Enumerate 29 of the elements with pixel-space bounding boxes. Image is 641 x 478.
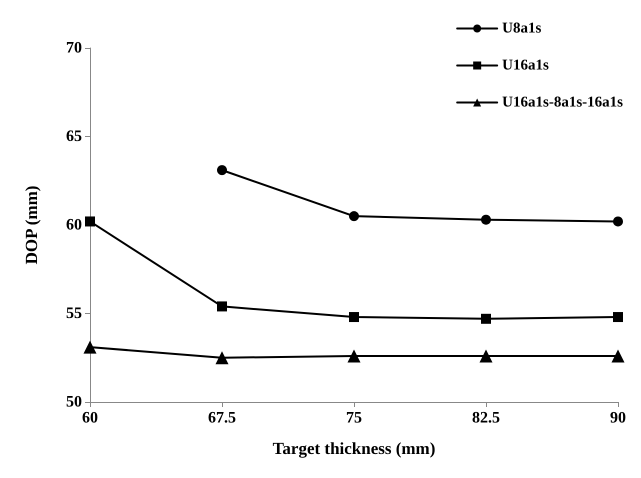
- point: [613, 216, 623, 226]
- point: [481, 314, 491, 324]
- point: [349, 211, 359, 222]
- point: [480, 349, 492, 362]
- point: [85, 216, 95, 226]
- y-tick-label: 50: [66, 394, 82, 410]
- x-axis-title: Target thickness (mm): [272, 439, 436, 458]
- x-tick-label: 60: [82, 410, 98, 426]
- point: [613, 312, 623, 322]
- x-tick-label: 75: [346, 410, 362, 426]
- point: [612, 349, 624, 362]
- legend-label: U16a1s-8a1s-16a1s: [502, 94, 624, 110]
- y-tick-label: 70: [66, 40, 82, 56]
- point: [349, 312, 359, 322]
- legend-label: U8a1s: [502, 20, 542, 36]
- y-tick-label: 60: [66, 216, 82, 234]
- point: [481, 214, 491, 225]
- point: [348, 349, 360, 362]
- point: [217, 165, 227, 176]
- point: [217, 301, 227, 312]
- y-axis-title: DOP (mm): [22, 186, 41, 264]
- x-tick-label: 90: [610, 410, 626, 426]
- x-tick-label: 82.5: [472, 410, 500, 426]
- y-tick-label: 55: [66, 305, 82, 322]
- y-tick-label: 65: [66, 128, 82, 145]
- point: [84, 340, 96, 354]
- x-tick-label: 67.5: [208, 410, 236, 426]
- legend-label: U16a1s: [502, 58, 549, 74]
- point: [216, 351, 228, 364]
